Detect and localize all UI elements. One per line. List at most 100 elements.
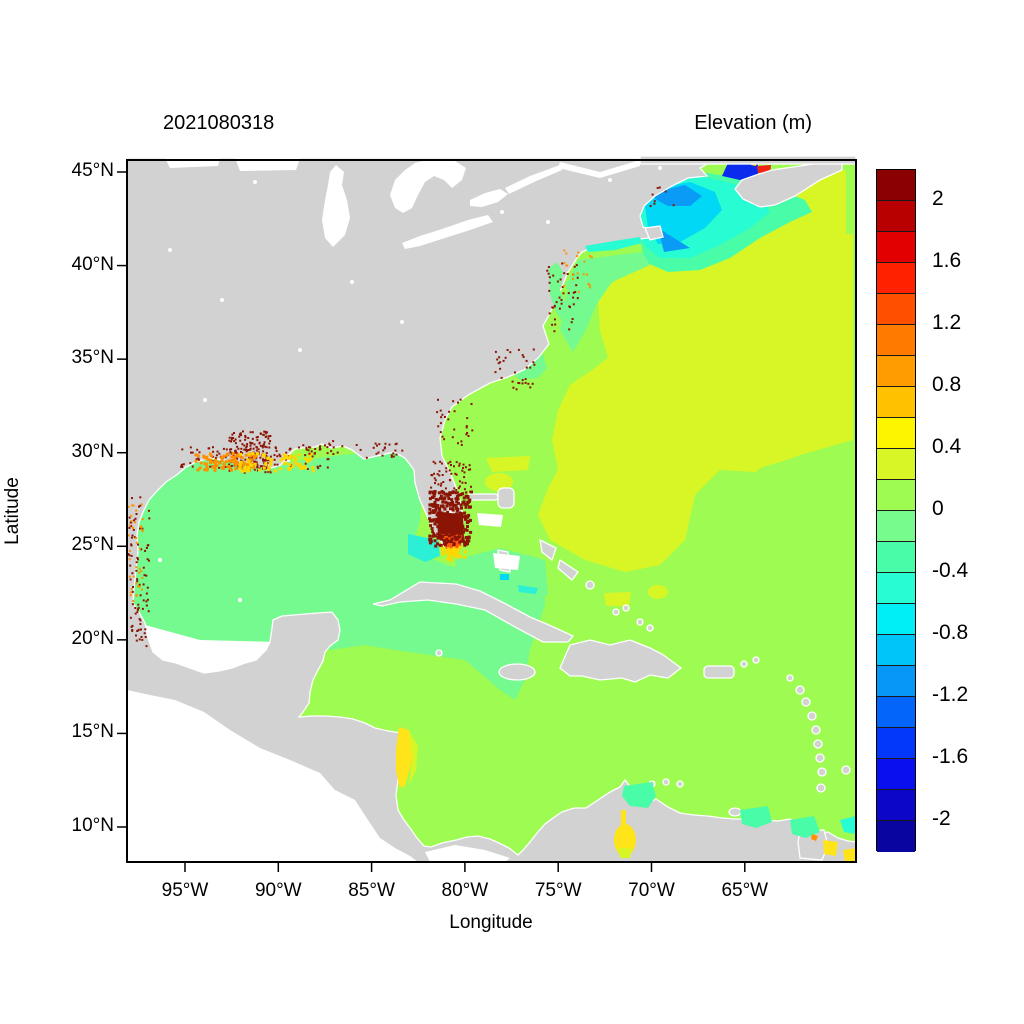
nj-coastal-green-band [560, 252, 650, 352]
small-lakes [0, 166, 662, 602]
lake-ontario [470, 189, 508, 207]
jamaica-land [498, 663, 536, 681]
x-tick-label: 90°W [254, 880, 302, 901]
colorbar-segment [877, 790, 915, 821]
cuba-land [372, 581, 575, 643]
right-edge-green-strip [846, 162, 856, 234]
colorbar-tick-label: 1.6 [932, 249, 962, 272]
x-tick-label: 65°W [721, 880, 769, 901]
colorbar-segment [877, 635, 915, 666]
colorbar-segment [877, 201, 915, 232]
colorbar-segment [877, 449, 915, 480]
lake-michigan [322, 165, 350, 247]
lake-erie [402, 215, 493, 249]
y-tick-label: 10°N [71, 814, 114, 836]
north-south-america-land [126, 157, 857, 863]
venezuela-green-patch-1 [622, 782, 656, 808]
colorbar-segment [877, 511, 915, 542]
pacific-no-data-region [127, 690, 418, 862]
colorbar-segment [877, 356, 915, 387]
colorbar-segment [877, 728, 915, 759]
lesser-antilles-islands [648, 656, 851, 861]
bay-of-fundy-region [722, 161, 758, 180]
bahama-bank-white [477, 513, 503, 527]
colorbar-tick-label: 0.4 [932, 435, 962, 458]
bahama-bank-white-2 [493, 553, 520, 570]
plot-border [126, 159, 857, 863]
bahamas-islands [467, 487, 630, 616]
y-axis-title: Latitude [2, 477, 23, 545]
colorbar-segment [877, 232, 915, 263]
lake-maracaibo-patch [614, 810, 636, 858]
colorbar-tick-label: -0.8 [932, 621, 969, 644]
speckle-layer [127, 186, 675, 648]
colorbar-tick-label: -1.6 [932, 745, 969, 768]
great-lakes [165, 158, 508, 249]
x-tick-label: 85°W [348, 880, 395, 901]
trinidad-yellow-patch [823, 840, 838, 856]
lake-superior-edge-2 [235, 158, 300, 171]
y-tick-label: 25°N [71, 534, 114, 556]
colorbar-tick-label: -2 [932, 807, 951, 830]
hispaniola-land [559, 639, 683, 683]
colorbar-tick-label: -0.4 [932, 559, 969, 582]
colorbar-segment [877, 697, 915, 728]
right-edge-turquoise-patch [840, 816, 856, 834]
cape-cod [644, 225, 664, 241]
colorbar-tick-label: 1.2 [932, 311, 962, 334]
colorbar-segment [877, 821, 915, 852]
x-tick-label: 95°W [161, 880, 209, 901]
trinidad-orange-sliver [811, 834, 818, 841]
colorbar-segment [877, 170, 915, 201]
colorbar-segment [877, 666, 915, 697]
bottom-right-yellow-dot [843, 848, 856, 862]
colorbar-tick-label: -1.2 [932, 683, 969, 706]
colorbar-segment [877, 263, 915, 294]
long-island-sound-patch [585, 237, 642, 252]
st-lawrence-river-2 [558, 160, 640, 178]
bahamas-turquoise-sliver [518, 585, 538, 594]
colorbar-segment [877, 387, 915, 418]
colorbar-segment [877, 294, 915, 325]
colorbar-tick-label: 0 [932, 497, 944, 520]
y-tick-label: 40°N [71, 253, 114, 275]
colorbar-segment [877, 418, 915, 449]
st-lawrence-river [505, 165, 562, 194]
colorbar-tick-label: 2 [932, 187, 944, 210]
colorbar-title: Elevation (m) [694, 112, 812, 134]
white-overlay-layer [0, 158, 662, 862]
y-tick-label: 45°N [71, 160, 114, 181]
ne-atlantic-region [538, 168, 853, 572]
colorbar-segment [877, 542, 915, 573]
x-tick-label: 75°W [534, 880, 582, 901]
green-tongue [748, 440, 853, 505]
venezuela-green-patch-3 [790, 816, 820, 838]
turks-caicos-islands [636, 618, 654, 632]
colorbar-segment [877, 480, 915, 511]
y-tick-label: 35°N [71, 347, 114, 369]
colorbar [876, 169, 916, 852]
colorbar-segment [877, 759, 915, 790]
colorbar-segment [877, 604, 915, 635]
y-tick-label: 30°N [71, 440, 114, 462]
colorbar-segment [877, 325, 915, 356]
honduras-yellow-patch [396, 727, 413, 788]
panama-white-notch [425, 845, 510, 862]
date-title: 2021080318 [163, 112, 275, 134]
puerto-rico-land [703, 665, 735, 679]
venezuela-green-patch-2 [740, 806, 772, 828]
y-tick-label: 15°N [71, 721, 114, 743]
x-axis-title: Longitude [449, 912, 533, 933]
hotspot-patches [396, 512, 856, 862]
colorbar-tick-label: 0.8 [932, 373, 962, 396]
colorbar-segment [877, 573, 915, 604]
bahamas-cyan-dot [500, 574, 509, 580]
honduras-chartreuse-fringe [409, 732, 418, 785]
y-tick-label: 20°N [71, 627, 114, 649]
tick-marks [117, 171, 746, 872]
lake-huron [390, 159, 466, 213]
cayman-island [435, 649, 443, 657]
x-tick-label: 80°W [441, 880, 489, 901]
